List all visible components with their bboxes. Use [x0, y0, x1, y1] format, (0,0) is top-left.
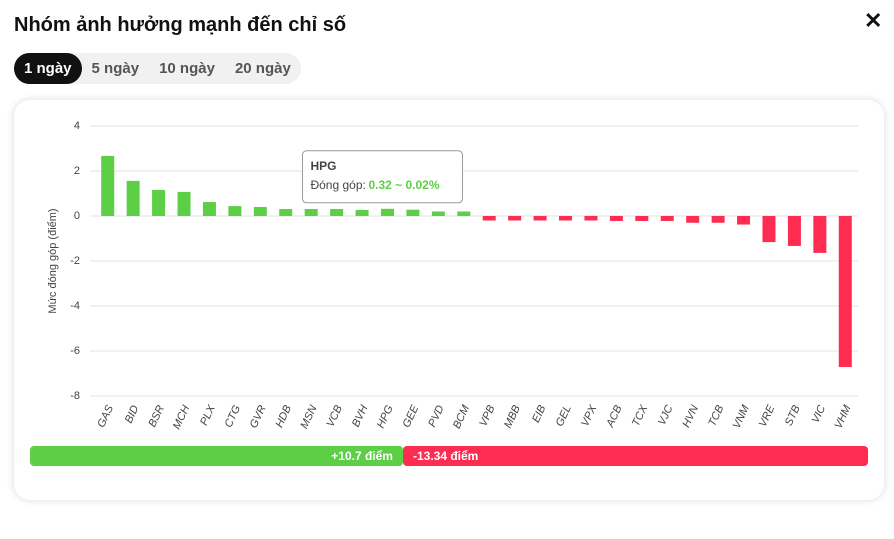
tabs: 1 ngày 5 ngày 10 ngày 20 ngày	[14, 53, 301, 84]
bar	[202, 202, 216, 216]
y-tick-label: 4	[74, 120, 80, 132]
bar	[838, 216, 852, 367]
x-tick-label: HVN	[680, 403, 701, 429]
y-tick-label: -6	[70, 345, 80, 357]
bar	[559, 216, 573, 221]
negative-total-bar	[402, 446, 868, 466]
x-tick-label: VPB	[477, 403, 497, 428]
bar	[787, 216, 801, 246]
tab[interactable]: 5 ngày	[91, 60, 140, 77]
bar	[279, 209, 293, 216]
x-tick-label: VCB	[325, 403, 345, 429]
tooltip-title: HPG	[310, 159, 336, 173]
y-tick-label: -8	[70, 390, 80, 402]
bar	[762, 216, 776, 243]
bar	[457, 211, 471, 216]
bar	[584, 216, 598, 221]
bar	[101, 155, 115, 216]
bar	[304, 209, 318, 216]
y-tick-label: -2	[70, 255, 80, 267]
x-tick-label: VIC	[810, 403, 829, 425]
bar	[406, 209, 420, 216]
x-tick-label: BCM	[451, 403, 473, 431]
bar	[609, 216, 623, 221]
x-tick-label: STB	[783, 403, 803, 427]
bar	[228, 206, 242, 216]
x-tick-label: HPG	[375, 403, 396, 430]
x-tick-label: HDB	[273, 403, 294, 429]
y-tick-label: 0	[74, 210, 80, 222]
bar	[711, 216, 725, 223]
tooltip-box	[301, 150, 463, 204]
bar	[355, 209, 369, 216]
bar	[330, 209, 344, 216]
x-tick-label: GVR	[248, 403, 269, 430]
x-tick-label: VRE	[757, 403, 778, 429]
y-tick-label: -4	[70, 300, 80, 312]
x-tick-label: PLX	[198, 403, 218, 428]
tab[interactable]: 20 ngày	[234, 60, 291, 77]
bar	[686, 216, 700, 223]
bar	[482, 216, 496, 221]
bar	[152, 189, 166, 216]
x-tick-label: BID	[123, 403, 142, 425]
x-tick-label: VHM	[832, 403, 854, 431]
x-tick-label: ACB	[604, 403, 625, 429]
x-tick-label: GEE	[401, 403, 422, 430]
x-tick-label: TCB	[706, 403, 726, 428]
tooltip-label: Đóng góp:	[310, 178, 365, 192]
x-tick-label: VNM	[731, 403, 753, 431]
x-tick-label: VJC	[656, 403, 676, 427]
title: Nhóm ảnh hưởng mạnh đến chỉ số	[14, 14, 347, 36]
positive-total-label: +10.7 điểm	[331, 449, 393, 463]
close-button[interactable]: ✕	[864, 8, 883, 33]
tab[interactable]: 10 ngày	[159, 60, 215, 77]
negative-total-label: -13.34 điểm	[413, 449, 478, 463]
x-tick-label: BSR	[146, 403, 166, 429]
bar	[737, 216, 751, 225]
tooltip: HPG Đóng góp: 0.32 ~ 0.02%	[301, 150, 463, 204]
x-tick-label: CTG	[223, 403, 244, 430]
y-tick-label: 2	[74, 165, 80, 177]
x-tick-label: EIB	[530, 403, 548, 424]
bar	[533, 216, 547, 221]
y-axis-label: Mức đóng góp (điểm)	[47, 208, 59, 313]
bar	[380, 208, 394, 216]
tab[interactable]: 1 ngày	[14, 53, 82, 84]
x-tick-label: MSN	[298, 403, 319, 430]
x-tick-label: PVD	[426, 403, 446, 429]
bar	[431, 211, 445, 216]
x-tick-label: BVH	[350, 403, 370, 429]
x-tick-label: VPX	[579, 403, 599, 429]
bar	[635, 216, 649, 221]
bar	[813, 216, 827, 253]
bar	[660, 216, 674, 221]
bar	[253, 207, 267, 216]
x-tick-label: MCH	[171, 403, 192, 431]
tooltip-value: 0.32 ~ 0.02%	[368, 178, 439, 192]
x-tick-label: MBB	[502, 403, 523, 430]
bar	[508, 216, 522, 221]
bar	[177, 191, 191, 216]
positive-total-bar	[30, 446, 403, 466]
card: Mức đóng góp (điểm) -8 -6 -4 -2 0 2 4 GAS BID BSR M…	[14, 100, 884, 500]
x-tick-label: TCX	[630, 403, 650, 429]
x-tick-label: GEL	[554, 403, 574, 428]
bar	[126, 180, 140, 216]
x-tick-label: GAS	[95, 403, 116, 430]
